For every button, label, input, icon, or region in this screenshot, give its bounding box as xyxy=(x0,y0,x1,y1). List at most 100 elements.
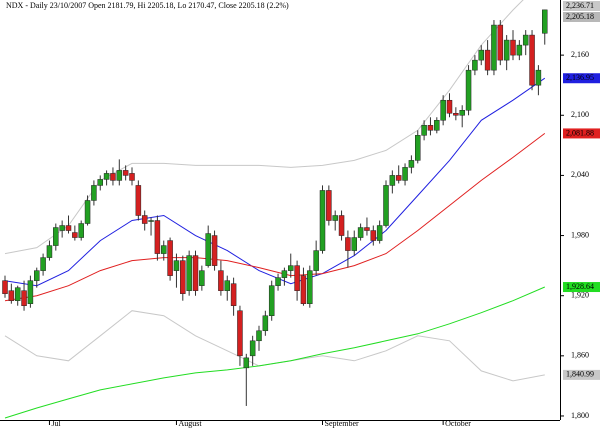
candle-body xyxy=(110,173,116,181)
indicator-line xyxy=(4,286,545,419)
candle-body xyxy=(65,225,72,231)
candle-body xyxy=(529,34,535,86)
candle-body xyxy=(326,190,332,221)
candle-body xyxy=(2,280,8,294)
y-tick-label: 2,040 xyxy=(571,170,589,179)
y-tick-label: 1,800 xyxy=(571,411,589,420)
candle-body xyxy=(53,227,59,246)
candle-body xyxy=(389,175,396,186)
candle-body xyxy=(78,223,84,238)
value-label: 1,840.99 xyxy=(566,370,594,379)
candle-body xyxy=(408,160,415,168)
value-label-box xyxy=(563,128,600,139)
value-label: 2,081.88 xyxy=(566,128,594,137)
candle-body xyxy=(72,232,78,238)
candle-body xyxy=(173,260,180,271)
x-tick-label: September xyxy=(325,419,360,428)
indicator-line xyxy=(4,133,546,302)
candle-body xyxy=(478,49,484,61)
candle-body xyxy=(103,173,110,180)
candle-body xyxy=(434,120,440,131)
candle-body xyxy=(40,257,46,271)
y-tick-label: 1,980 xyxy=(571,230,589,239)
candle-body xyxy=(21,290,27,306)
candle-body xyxy=(313,250,319,271)
candle-body xyxy=(97,179,103,186)
candle-body xyxy=(91,185,97,201)
candle-body xyxy=(415,135,421,161)
x-tick-label: August xyxy=(178,419,202,428)
value-label: 2,205.18 xyxy=(566,12,594,21)
candle-body xyxy=(542,9,548,34)
candle-body xyxy=(135,185,142,216)
value-label-box xyxy=(563,12,600,22)
candle-body xyxy=(141,215,148,224)
candle-body xyxy=(364,227,370,231)
candle-body xyxy=(421,125,427,136)
candle-body xyxy=(34,270,40,281)
candle-body xyxy=(237,310,243,357)
candle-body xyxy=(465,69,472,111)
candle-body xyxy=(154,220,161,254)
candle-body xyxy=(84,200,91,224)
candle-body xyxy=(459,110,465,116)
candle-body xyxy=(230,283,237,306)
candle-body xyxy=(224,280,230,291)
candle-body xyxy=(129,173,135,181)
candle-body xyxy=(243,357,250,369)
candle-body xyxy=(281,270,288,278)
value-label-box xyxy=(563,282,600,293)
candle-body xyxy=(180,260,186,294)
value-label: 2,236.71 xyxy=(566,1,594,10)
candle-body xyxy=(395,175,402,181)
candle-body xyxy=(275,277,281,286)
candle-body xyxy=(211,235,218,266)
candle-body xyxy=(497,24,504,61)
candle-body xyxy=(249,340,256,357)
candle-body xyxy=(357,227,364,238)
candle-body xyxy=(8,290,15,301)
candle-body xyxy=(161,245,167,254)
value-label: 1,928.64 xyxy=(566,282,594,291)
candle-body xyxy=(338,215,345,236)
candle-body xyxy=(446,99,453,114)
candle-body xyxy=(484,49,491,71)
candle-body xyxy=(205,233,211,266)
candle-body xyxy=(427,125,434,131)
candle-body xyxy=(307,270,313,304)
candle-body xyxy=(345,237,351,251)
y-tick-label: 2,160 xyxy=(571,50,589,59)
candle-body xyxy=(535,69,542,86)
candle-body xyxy=(186,255,192,291)
value-label: 2,136.95 xyxy=(566,73,594,82)
candle-body xyxy=(46,245,53,258)
indicator-line xyxy=(4,77,546,287)
candle-body xyxy=(332,215,338,221)
value-label-box xyxy=(563,369,600,380)
candle-body xyxy=(294,265,300,291)
candle-body xyxy=(262,315,269,332)
candle-body xyxy=(503,39,510,61)
candle-body xyxy=(402,167,408,181)
candle-body xyxy=(453,113,459,116)
candle-body xyxy=(268,285,275,316)
candle-body xyxy=(199,270,205,286)
y-tick-label: 2,100 xyxy=(571,110,589,119)
candle-body xyxy=(288,265,294,271)
candle-body xyxy=(370,230,377,241)
candle-body xyxy=(167,240,173,276)
value-label-box xyxy=(563,1,600,11)
candle-body xyxy=(192,255,199,291)
candle-body xyxy=(122,170,129,176)
candle-body xyxy=(27,280,34,304)
chart-title: NDX - Daily 23/10/2007 Open 2181.79, Hi … xyxy=(6,1,289,10)
y-tick-label: 1,920 xyxy=(571,291,589,300)
y-tick-label: 1,860 xyxy=(571,351,589,360)
candle-body xyxy=(472,59,478,71)
candle-body xyxy=(376,225,383,241)
candle-body xyxy=(59,225,65,231)
value-label-box xyxy=(563,73,600,84)
candle-body xyxy=(148,220,154,222)
candle-body xyxy=(14,287,21,301)
